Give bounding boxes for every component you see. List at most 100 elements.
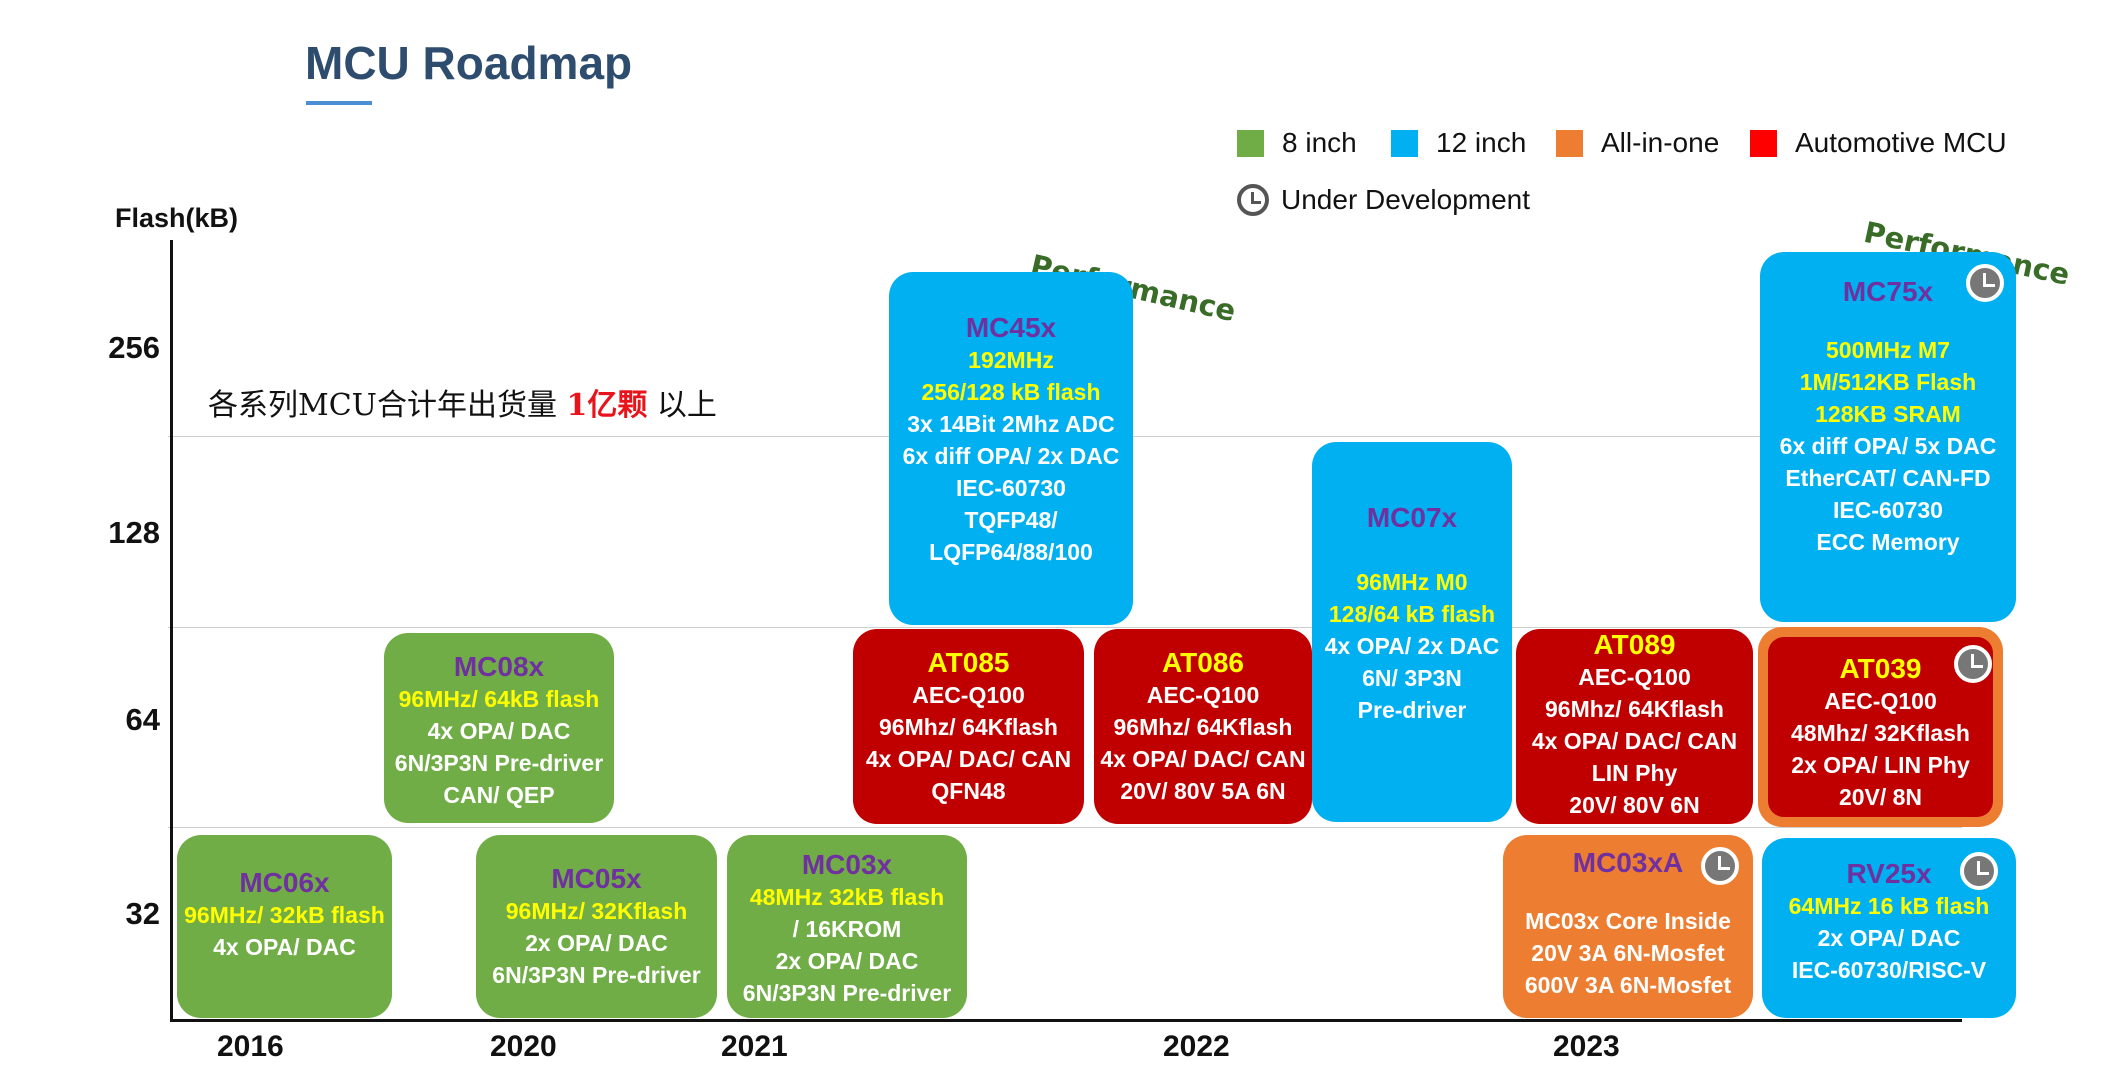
clock-icon — [1954, 645, 1992, 683]
spacer — [1312, 534, 1512, 566]
product-spec: Pre-driver — [1357, 697, 1467, 723]
y-tick-label: 256 — [108, 330, 160, 365]
shipment-text: 各系列MCU合计年出货量 — [208, 388, 567, 423]
product-box-mc03xa: MC03xA MC03x Core Inside 20V 3A 6N-Mosfe… — [1503, 835, 1753, 1018]
product-spec: 256/128 kB flash — [921, 379, 1101, 405]
product-spec: 2x OPA/ LIN Phy — [1791, 752, 1970, 778]
x-tick-label: 2016 — [217, 1030, 284, 1063]
x-tick-label: 2022 — [1163, 1030, 1230, 1063]
shipment-text: 以上 — [647, 388, 717, 423]
product-box-rv25x: RV25x 64MHz 16 kB flash 2x OPA/ DAC IEC-… — [1762, 838, 2016, 1018]
product-spec: 2x OPA/ DAC — [775, 948, 919, 974]
product-spec: 96MHz M0 — [1356, 569, 1468, 595]
product-spec: AEC-Q100 — [1146, 682, 1260, 708]
page-title: MCU Roadmap — [305, 37, 633, 89]
product-spec: 4x OPA/ DAC/ CAN — [1531, 728, 1738, 754]
product-name: AT039 — [1839, 653, 1922, 684]
legend-item-automotive: Automotive MCU — [1750, 127, 2007, 159]
product-spec: / 16KROM — [792, 916, 902, 942]
product-spec: 6N/ 3P3N — [1362, 665, 1462, 691]
product-spec: LIN Phy — [1591, 760, 1678, 786]
legend-label: Under Development — [1281, 184, 1531, 215]
product-spec: 3x 14Bit 2Mhz ADC — [907, 411, 1115, 437]
y-tick-label: 64 — [125, 702, 160, 737]
product-spec: 96MHz/ 32Kflash — [505, 898, 688, 924]
x-tick-label: 2021 — [721, 1030, 788, 1063]
product-spec: LQFP64/88/100 — [929, 539, 1093, 565]
product-spec: 600V 3A 6N-Mosfet — [1524, 972, 1732, 998]
product-box-mc03x: MC03x 48MHz 32kB flash / 16KROM 2x OPA/ … — [727, 835, 967, 1018]
product-box-at086: AT086 AEC-Q100 96Mhz/ 64Kflash 4x OPA/ D… — [1094, 629, 1312, 824]
product-spec: 500MHz M7 — [1826, 337, 1950, 363]
y-tick-label: 32 — [125, 896, 160, 931]
product-spec: 192MHz — [968, 347, 1054, 373]
product-name: AT085 — [927, 647, 1010, 678]
product-spec: IEC-60730 — [1833, 497, 1943, 523]
clock-icon — [1960, 852, 1998, 890]
product-box-at039-frame: AT039 AEC-Q100 48Mhz/ 32Kflash 2x OPA/ L… — [1758, 627, 2003, 827]
product-spec: 128/64 kB flash — [1328, 601, 1496, 627]
product-name: MC45x — [965, 312, 1057, 343]
product-spec: 6N/3P3N Pre-driver — [492, 962, 701, 988]
product-spec: TQFP48/ — [964, 507, 1058, 533]
x-tick-label: 2023 — [1553, 1030, 1620, 1063]
product-box-at085: AT085 AEC-Q100 96Mhz/ 64Kflash 4x OPA/ D… — [853, 629, 1084, 824]
shipment-highlight: 1亿颗 — [566, 388, 648, 423]
clock-icon — [1701, 847, 1739, 885]
shipment-note: 各系列MCU合计年出货量 1亿颗 以上 — [208, 380, 717, 424]
product-spec: 20V/ 80V 5A 6N — [1120, 778, 1286, 804]
legend-item-all-in-one: All-in-one — [1556, 127, 1719, 159]
legend-item-8-inch: 8 inch — [1237, 127, 1357, 159]
product-spec: 1M/512KB Flash — [1799, 369, 1977, 395]
product-spec: ECC Memory — [1816, 529, 1960, 555]
spacer — [1760, 308, 2016, 334]
legend-label: All-in-one — [1601, 127, 1720, 158]
product-spec: 20V/ 80V 6N — [1569, 792, 1700, 818]
product-spec: EtherCAT/ CAN-FD — [1785, 465, 1991, 491]
product-box-mc45x: MC45x 192MHz 256/128 kB flash 3x 14Bit 2… — [889, 272, 1133, 625]
product-spec: 4x OPA/ DAC/ CAN — [1100, 746, 1306, 772]
product-name: MC08x — [453, 651, 545, 682]
product-spec: 4x OPA/ 2x DAC — [1324, 633, 1500, 659]
product-spec: 48Mhz/ 32Kflash — [1791, 720, 1970, 746]
product-spec: QFN48 — [931, 778, 1006, 804]
product-spec: 4x OPA/ DAC — [427, 718, 571, 744]
product-spec: 48MHz 32kB flash — [749, 884, 945, 910]
product-spec: 96Mhz/ 64Kflash — [879, 714, 1058, 740]
product-spec: 20V 3A 6N-Mosfet — [1531, 940, 1725, 966]
product-spec: 20V/ 8N — [1838, 784, 1923, 810]
product-box-mc08x: MC08x 96MHz/ 64kB flash 4x OPA/ DAC 6N/3… — [384, 633, 614, 823]
product-spec: 64MHz 16 kB flash — [1788, 893, 1990, 919]
product-name: AT089 — [1593, 629, 1676, 660]
product-spec: 4x OPA/ DAC/ CAN — [865, 746, 1072, 772]
legend-label: 8 inch — [1282, 127, 1357, 158]
product-name: MC05x — [551, 863, 642, 894]
product-name: MC03xA — [1572, 847, 1684, 878]
legend-label: Automotive MCU — [1795, 127, 2007, 158]
product-box-mc06x: MC06x 96MHz/ 32kB flash 4x OPA/ DAC — [177, 835, 392, 1018]
product-box-at089: AT089 AEC-Q100 96Mhz/ 64Kflash 4x OPA/ D… — [1516, 629, 1753, 824]
legend-swatch-green — [1237, 129, 1264, 157]
product-spec: 96MHz/ 64kB flash — [398, 686, 600, 712]
x-axis — [170, 1019, 1962, 1022]
product-spec: AEC-Q100 — [1824, 688, 1937, 714]
product-box-mc07x: MC07x 96MHz M0 128/64 kB flash 4x OPA/ 2… — [1312, 442, 1512, 822]
product-spec: 96MHz/ 32kB flash — [184, 902, 385, 928]
product-box-at039: AT039 AEC-Q100 48Mhz/ 32Kflash 2x OPA/ L… — [1768, 637, 1993, 817]
legend-swatch-red — [1750, 129, 1777, 157]
product-name: MC75x — [1842, 276, 1934, 307]
product-spec: AEC-Q100 — [1578, 664, 1691, 690]
y-axis — [170, 240, 173, 1022]
y-tick-label: 128 — [108, 515, 160, 550]
product-spec: IEC-60730 — [956, 475, 1066, 501]
product-spec: 128KB SRAM — [1815, 401, 1961, 427]
legend-item-12-inch: 12 inch — [1391, 127, 1526, 159]
legend-swatch-blue — [1391, 129, 1418, 157]
clock-icon — [1237, 184, 1269, 216]
product-spec: MC03x Core Inside — [1525, 908, 1731, 934]
product-spec: 96Mhz/ 64Kflash — [1113, 714, 1293, 740]
product-spec: 96Mhz/ 64Kflash — [1545, 696, 1724, 722]
product-spec: CAN/ QEP — [443, 782, 555, 808]
product-spec: 6x diff OPA/ 2x DAC — [902, 443, 1120, 469]
gridline — [168, 627, 1962, 628]
